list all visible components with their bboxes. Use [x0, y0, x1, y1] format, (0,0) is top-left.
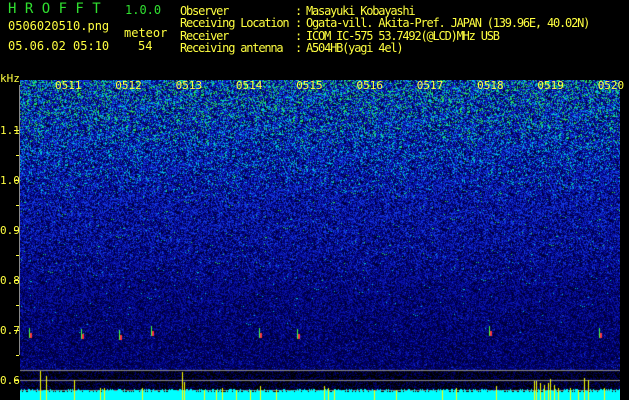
time-label: 0513	[175, 79, 203, 92]
y-tick-label: 0.6	[0, 374, 20, 387]
meteor-label: meteor	[124, 26, 168, 40]
time-label: 0512	[115, 79, 142, 92]
info-separator: :	[295, 4, 302, 18]
meteor-count: 54	[138, 39, 153, 53]
info-value: Masayuki Kobayashi	[306, 4, 416, 18]
axis-unit: kHz	[0, 72, 20, 85]
y-tick-label: 1.0	[0, 174, 20, 187]
file-name: 0506020510.png	[8, 19, 110, 33]
file-datetime: 05.06.02 05:10	[8, 39, 110, 53]
info-separator: :	[295, 16, 302, 31]
time-label: 0518	[477, 79, 504, 92]
info-key: Observer	[180, 4, 229, 18]
app-title: H R O F F T	[8, 1, 101, 17]
info-value: A504HB(yagi 4el)	[306, 40, 404, 55]
y-tick-label: 0.7	[0, 324, 20, 337]
app-version: 1.0.0	[125, 3, 162, 17]
y-tick-label: 0.8	[0, 274, 20, 287]
info-key: Receiving Location	[180, 16, 290, 31]
y-minor-tick	[16, 305, 19, 306]
y-minor-tick	[16, 355, 19, 356]
info-key: Receiver	[180, 28, 229, 43]
y-tick	[14, 330, 19, 331]
time-label: 0511	[55, 79, 82, 92]
y-tick	[14, 130, 19, 131]
time-label: 0519	[537, 79, 564, 92]
time-label: 0515	[296, 79, 323, 92]
info-separator: :	[295, 28, 302, 43]
y-tick	[14, 230, 19, 231]
time-label: 0516	[356, 79, 384, 92]
time-label: 0514	[235, 79, 263, 92]
y-axis-line	[19, 85, 20, 355]
info-value: ICOM IC-575 53.7492(@LCD)MHz USB	[306, 28, 500, 43]
y-tick	[14, 280, 19, 281]
y-minor-tick	[16, 205, 19, 206]
info-key: Receiving antenna	[180, 40, 284, 55]
y-minor-tick	[16, 155, 19, 156]
y-tick	[14, 180, 19, 181]
y-tick	[14, 380, 19, 381]
y-tick-label: 1.1	[0, 124, 20, 137]
time-label: 0520	[597, 79, 625, 92]
y-tick-label: 0.9	[0, 224, 20, 237]
info-value: Ogata-vill. Akita-Pref. JAPAN (139.96E, …	[306, 16, 590, 31]
y-minor-tick	[16, 255, 19, 256]
spectrogram	[20, 80, 620, 400]
info-separator: :	[295, 40, 302, 55]
time-label: 0517	[416, 79, 444, 92]
